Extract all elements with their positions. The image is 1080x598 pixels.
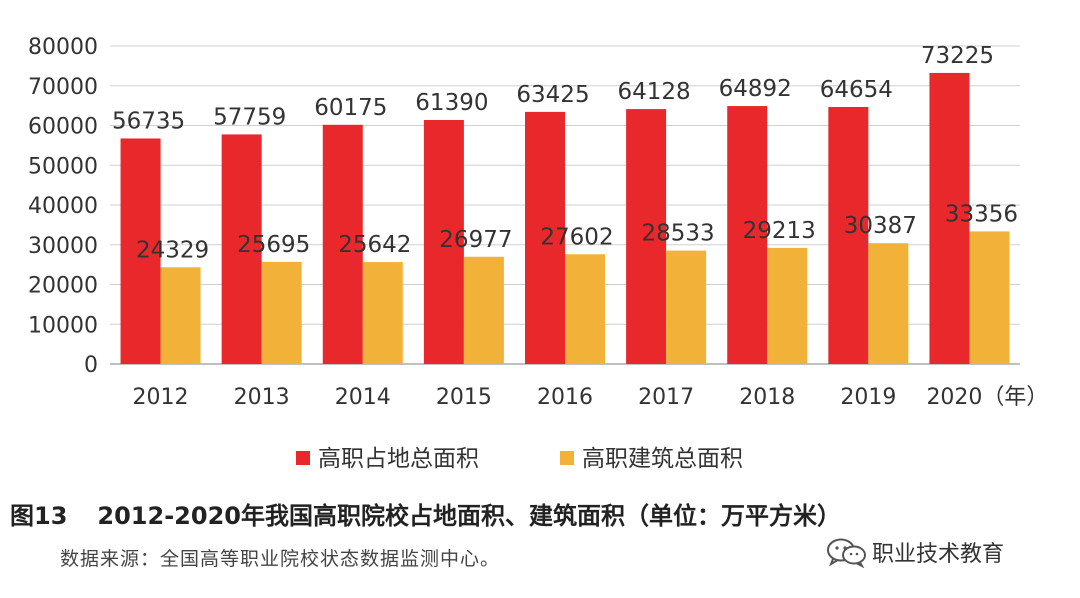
data-source-note: 数据来源：全国高等职业院校状态数据监测中心。 [60,548,501,570]
bar-building-area [463,256,504,364]
bar-building-area [868,243,909,364]
data-label: 27602 [540,224,613,250]
x-tick-label: 2016 [537,385,593,410]
x-tick-label: 2015 [436,385,492,410]
legend-swatch [296,451,310,465]
data-label: 24329 [136,237,209,263]
y-tick-label: 0 [84,353,98,378]
bar-land-area [828,107,869,364]
x-tick-label: 2014 [335,385,391,410]
y-tick-label: 70000 [28,75,98,100]
data-label: 64654 [820,77,893,103]
y-tick-label: 50000 [28,154,98,179]
bar-building-area [565,254,605,364]
bar-building-area [969,231,1010,364]
bar-land-area [727,106,768,365]
y-tick-label: 30000 [28,234,98,259]
bar-land-area [626,109,667,364]
data-label: 61390 [415,90,488,116]
data-label: 56735 [112,108,185,134]
x-tick-label: 2019 [840,385,896,410]
data-label: 63425 [516,82,589,108]
x-tick-label: 2020（年） [926,385,1048,410]
bar-land-area [221,134,262,364]
data-label: 28533 [642,221,715,247]
figure-title: 2012-2020年我国高职院校占地面积、建筑面积（单位：万平方米） [97,502,841,530]
data-label: 26977 [439,227,512,253]
bar-building-area [767,247,808,364]
data-label: 33356 [945,201,1018,227]
data-label: 64892 [719,76,792,102]
x-tick-label: 2013 [234,385,290,410]
x-tick-label: 2018 [739,385,795,410]
data-label: 64128 [618,79,691,105]
x-tick-label: 2012 [133,385,189,410]
y-tick-label: 80000 [28,35,98,60]
data-label: 25695 [237,232,310,258]
legend-swatch [560,451,574,465]
bar-building-area [261,261,302,364]
watermark: 职业技术教育 [824,536,1004,568]
bar-land-area [120,138,161,364]
x-tick-label: 2017 [638,385,694,410]
bar-land-area [525,111,565,365]
data-label: 30387 [844,213,917,239]
wechat-icon [827,538,866,568]
bar-building-area [666,250,707,364]
data-label: 57759 [213,104,286,130]
figure-number: 图13 [10,502,68,530]
y-tick-label: 20000 [28,274,98,299]
bar-land-area [423,119,464,364]
bar-building-area [160,267,201,364]
y-tick-label: 10000 [28,313,98,338]
data-label: 60175 [314,95,387,121]
bar-land-area [929,72,970,364]
legend-label: 高职建筑总面积 [582,446,743,472]
bar-building-area [362,262,403,364]
figure-caption: 图13 2012-2020年我国高职院校占地面积、建筑面积（单位：万平方米） [10,496,841,531]
watermark-text: 职业技术教育 [872,542,1005,567]
chart-area: 0 10000 20000 30000 40000 50000 60000 70000 8000… [28,35,1048,472]
y-tick-label: 60000 [28,115,98,140]
data-label: 25642 [338,232,411,258]
legend-label: 高职占地总面积 [318,446,479,472]
data-label: 29213 [743,218,816,244]
y-tick-label: 40000 [28,194,98,219]
data-label: 73225 [921,43,994,69]
bar-chart: 0 10000 20000 30000 40000 50000 60000 70000 8000… [28,35,1048,472]
bar-land-area [322,124,363,364]
